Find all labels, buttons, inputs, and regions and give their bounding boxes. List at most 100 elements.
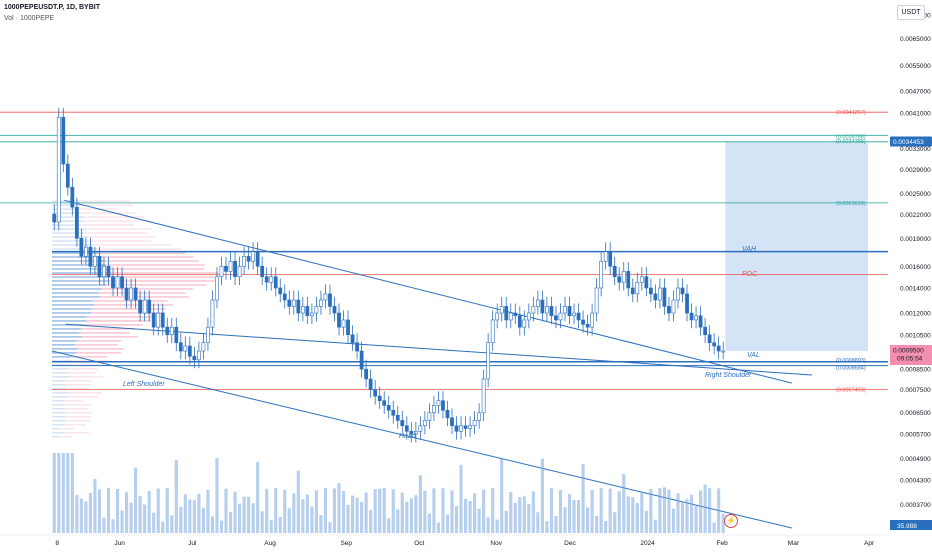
chart-header: 1000PEPEUSDT.P, 1D, BYBIT Vol · 1000PEPE: [4, 4, 100, 22]
candle-body: [550, 306, 553, 315]
volume-profile-bar: [52, 272, 110, 274]
candle-body: [631, 288, 634, 294]
volume-profile-bar: [109, 276, 215, 278]
volume-bar: [482, 489, 485, 533]
volume-bar: [464, 499, 467, 533]
volume-bar: [672, 509, 675, 533]
candle-body: [432, 405, 435, 412]
volume-bar: [505, 511, 508, 533]
volume-bar: [66, 453, 69, 533]
symbol-title[interactable]: 1000PEPEUSDT.P, 1D, BYBIT: [4, 4, 100, 11]
volume-bar: [170, 515, 173, 533]
candle-body: [699, 316, 702, 327]
volume-bar: [577, 500, 580, 533]
lightning-icon[interactable]: ⚡: [724, 514, 738, 528]
volume-profile-bar: [52, 328, 81, 330]
candle-body: [261, 266, 264, 276]
level-label: (0.0008684): [836, 366, 866, 372]
candle-body: [640, 277, 643, 283]
volume-bar: [681, 501, 684, 533]
volume-bar: [663, 487, 666, 533]
volume-profile-bar: [87, 228, 152, 230]
candle-body: [581, 320, 584, 324]
candle-body: [704, 327, 707, 335]
volume-profile-bar: [52, 284, 106, 286]
volume-bar: [491, 488, 494, 533]
left-shoulder-label: Left Shoulder: [123, 381, 165, 388]
candle-body: [609, 252, 612, 267]
countdown-text: 09:05:54: [897, 356, 923, 363]
volume-profile-bar: [68, 368, 98, 370]
volume-bar: [717, 488, 720, 533]
candle-body: [685, 294, 688, 313]
volume-bar: [197, 494, 200, 533]
volume-bar: [157, 489, 160, 533]
price-tick: 0.0055000: [900, 63, 931, 70]
volume-bar: [437, 523, 440, 533]
volume-profile-bar: [52, 280, 109, 282]
volume-bar: [563, 507, 566, 533]
volume-bar: [473, 493, 476, 533]
volume-bar: [514, 503, 517, 533]
time-tick: Jul: [188, 540, 197, 547]
volume-bar: [310, 507, 313, 533]
volume-bar: [356, 498, 359, 533]
candle-body: [211, 300, 214, 327]
candle-body: [265, 277, 268, 283]
candle-body: [328, 294, 331, 307]
candle-body: [591, 313, 594, 327]
volume-bar: [279, 517, 282, 533]
currency-unit-button[interactable]: USDT: [897, 5, 925, 20]
volume-profile-bar: [110, 272, 218, 274]
candle-body: [274, 277, 277, 288]
volume-profile-bar: [66, 412, 92, 414]
candle-body: [62, 117, 65, 164]
volume-bar: [618, 491, 621, 533]
volume-bar: [369, 510, 372, 533]
volume-bar: [288, 508, 291, 533]
volume-profile-bar: [65, 408, 89, 410]
volume-profile-bar: [88, 236, 155, 238]
volume-profile-bar: [52, 204, 80, 206]
volume-bar: [387, 518, 390, 533]
volume-profile-bar: [79, 332, 129, 334]
volume-bar: [301, 499, 304, 533]
volume-bar: [419, 475, 422, 533]
volume-bar: [654, 520, 657, 533]
volume-profile-bar: [76, 340, 121, 342]
volume-bar: [518, 497, 521, 533]
candle-body: [527, 313, 530, 320]
volume-bar: [247, 497, 250, 533]
candle-body: [383, 401, 386, 406]
candle-body: [473, 420, 476, 425]
head-label: Head: [399, 433, 417, 440]
volume-bar: [636, 503, 639, 533]
volume-bar: [337, 483, 340, 533]
volume-profile-bar: [68, 396, 99, 398]
candle-body: [202, 343, 205, 351]
volume-indicator-label[interactable]: Vol · 1000PEPE: [4, 15, 100, 22]
price-tick: 0.0047000: [900, 89, 931, 96]
volume-bar: [256, 462, 259, 533]
candle-body: [310, 313, 313, 316]
volume-bar: [229, 512, 232, 533]
time-tick: 2024: [640, 540, 655, 547]
candle-body: [622, 271, 625, 282]
volume-bar: [161, 522, 164, 533]
volume-profile-bar: [65, 420, 90, 422]
volume-profile-bar: [87, 320, 151, 322]
volume-bar: [704, 485, 707, 533]
candle-body: [600, 261, 603, 288]
volume-profile-bar: [52, 236, 88, 238]
volume-profile-bar: [52, 268, 105, 270]
candle-body: [496, 313, 499, 320]
volume-bar: [292, 493, 295, 533]
candle-body: [536, 300, 539, 306]
volume-value-text: 35.988: [897, 523, 917, 530]
candle-body: [297, 300, 300, 313]
volume-bar: [261, 511, 264, 533]
candle-body: [161, 313, 164, 327]
time-tick: Sep: [340, 540, 352, 547]
